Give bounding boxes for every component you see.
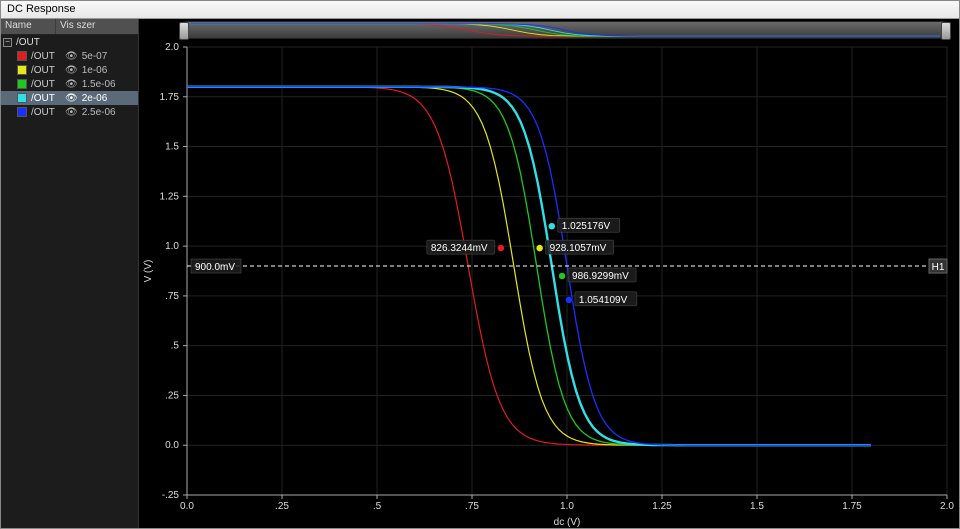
svg-text:.25: .25 xyxy=(165,390,179,401)
color-swatch xyxy=(17,93,27,103)
svg-text:1.5: 1.5 xyxy=(750,501,764,512)
trace-name: /OUT xyxy=(31,93,61,104)
svg-text:826.3244mV: 826.3244mV xyxy=(431,243,488,254)
trace-item[interactable]: /OUT 👁 5e-07 xyxy=(1,49,138,63)
svg-text:1.0: 1.0 xyxy=(165,241,179,252)
main-area: Name Vis szer − /OUT /OUT 👁 5e-07/OUT 👁 1e-0… xyxy=(1,19,959,528)
trace-name: /OUT xyxy=(31,65,61,76)
color-swatch xyxy=(17,79,27,89)
svg-text:-.25: -.25 xyxy=(162,490,180,501)
svg-text:1.0: 1.0 xyxy=(560,501,574,512)
svg-text:2.0: 2.0 xyxy=(165,42,179,53)
tree-root-label: /OUT xyxy=(16,37,40,48)
svg-text:V (V): V (V) xyxy=(143,260,154,283)
trace-name: /OUT xyxy=(31,107,61,118)
svg-text:0.0: 0.0 xyxy=(165,440,179,451)
svg-text:0.0: 0.0 xyxy=(180,501,194,512)
trace-item[interactable]: /OUT 👁 1.5e-06 xyxy=(1,77,138,91)
svg-text:900.0mV: 900.0mV xyxy=(195,262,235,273)
visibility-icon[interactable]: 👁 xyxy=(65,51,78,62)
svg-text:1.5: 1.5 xyxy=(165,142,179,153)
svg-text:2.0: 2.0 xyxy=(940,501,954,512)
svg-text:1.25: 1.25 xyxy=(160,191,180,202)
visibility-icon[interactable]: 👁 xyxy=(65,107,78,118)
collapse-icon[interactable]: − xyxy=(3,38,12,47)
svg-text:.5: .5 xyxy=(373,501,382,512)
svg-text:1.054109V: 1.054109V xyxy=(579,295,628,306)
chart-area: 0.0.25.5.751.01.251.51.752.0-.250.0.25.5… xyxy=(139,19,959,528)
svg-text:H1: H1 xyxy=(932,262,945,273)
trace-value: 2.5e-06 xyxy=(82,107,116,118)
visibility-icon[interactable]: 👁 xyxy=(65,65,78,76)
color-swatch xyxy=(17,51,27,61)
svg-text:1.75: 1.75 xyxy=(160,92,180,103)
svg-text:1.025176V: 1.025176V xyxy=(562,221,611,232)
tree-root[interactable]: − /OUT xyxy=(1,35,138,49)
trace-name: /OUT xyxy=(31,51,61,62)
window-title: DC Response xyxy=(7,3,75,15)
visibility-icon[interactable]: 👁 xyxy=(65,93,78,104)
sidebar-col-vis[interactable]: Vis szer xyxy=(56,19,138,34)
sidebar-col-name[interactable]: Name xyxy=(1,19,56,34)
visibility-icon[interactable]: 👁 xyxy=(65,79,78,90)
trace-sidebar: Name Vis szer − /OUT /OUT 👁 5e-07/OUT 👁 1e-0… xyxy=(1,19,139,528)
svg-text:.75: .75 xyxy=(465,501,479,512)
svg-text:986.9299mV: 986.9299mV xyxy=(572,271,629,282)
svg-text:1.75: 1.75 xyxy=(842,501,862,512)
trace-name: /OUT xyxy=(31,79,61,90)
trace-value: 1.5e-06 xyxy=(82,79,116,90)
svg-text:dc (V): dc (V) xyxy=(554,517,581,528)
svg-text:.75: .75 xyxy=(165,291,179,302)
window-titlebar: DC Response xyxy=(1,1,959,19)
sidebar-header: Name Vis szer xyxy=(1,19,138,35)
trace-value: 1e-06 xyxy=(82,65,108,76)
trace-item[interactable]: /OUT 👁 1e-06 xyxy=(1,63,138,77)
svg-text:.25: .25 xyxy=(275,501,289,512)
svg-text:928.1057mV: 928.1057mV xyxy=(550,243,607,254)
trace-value: 2e-06 xyxy=(82,93,108,104)
svg-text:.5: .5 xyxy=(171,341,180,352)
color-swatch xyxy=(17,65,27,75)
svg-text:1.25: 1.25 xyxy=(652,501,672,512)
trace-item[interactable]: /OUT 👁 2e-06 xyxy=(1,91,138,105)
trace-item[interactable]: /OUT 👁 2.5e-06 xyxy=(1,105,138,119)
trace-value: 5e-07 xyxy=(82,51,108,62)
color-swatch xyxy=(17,107,27,117)
main-plot[interactable]: 0.0.25.5.751.01.251.51.752.0-.250.0.25.5… xyxy=(139,19,959,529)
